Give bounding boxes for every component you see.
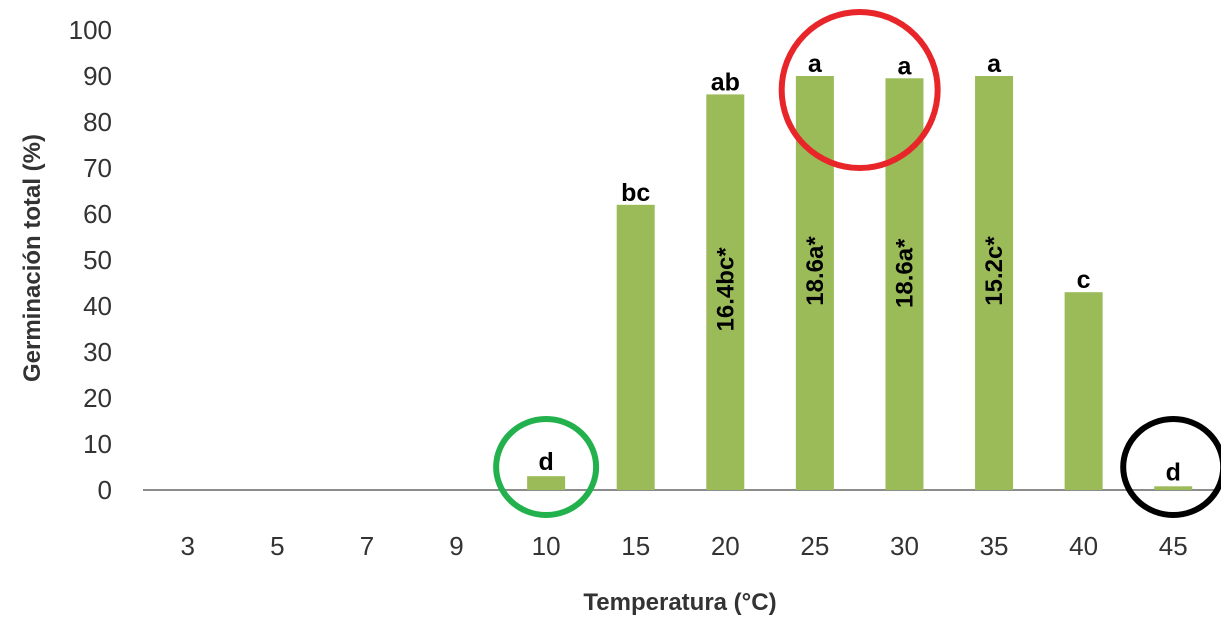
y-tick-label: 10 bbox=[83, 429, 112, 459]
bar-significance-label: ab bbox=[711, 68, 740, 96]
bar-significance-label: a bbox=[808, 50, 823, 78]
y-tick-label: 80 bbox=[83, 107, 112, 137]
y-tick-label: 0 bbox=[98, 475, 112, 505]
y-tick-label: 20 bbox=[83, 383, 112, 413]
highlight-circles bbox=[493, 9, 1221, 518]
x-tick-label: 10 bbox=[532, 531, 561, 561]
bar-inner-label: 15.2c* bbox=[981, 236, 1008, 306]
y-tick-label: 100 bbox=[69, 15, 112, 45]
black-circle bbox=[1120, 416, 1221, 518]
bar-inner-label: 16.4bc* bbox=[712, 247, 739, 332]
bar bbox=[1064, 292, 1103, 490]
bar-significance-label: d bbox=[1166, 458, 1181, 486]
bar bbox=[1154, 486, 1193, 490]
x-axis-ticks: 3 5 7 9 10 15 20 25 30 35 40 45 bbox=[181, 531, 1188, 561]
x-tick-label: 20 bbox=[711, 531, 740, 561]
y-tick-label: 70 bbox=[83, 153, 112, 183]
bar-inner-label: 18.6a* bbox=[891, 238, 918, 308]
y-tick-label: 90 bbox=[83, 61, 112, 91]
bar bbox=[616, 204, 655, 491]
y-axis-title: Germinación total (%) bbox=[19, 134, 46, 382]
x-tick-label: 7 bbox=[360, 531, 374, 561]
x-tick-label: 30 bbox=[890, 531, 919, 561]
x-tick-label: 35 bbox=[980, 531, 1009, 561]
bar-significance-label: bc bbox=[621, 179, 650, 207]
bar-significance-label: a bbox=[987, 50, 1002, 78]
bar bbox=[706, 94, 745, 491]
red-circle bbox=[778, 9, 941, 171]
bar-significance-label: d bbox=[538, 448, 553, 476]
y-axis-ticks: 0 10 20 30 40 50 60 70 80 90 100 bbox=[69, 15, 112, 505]
green-circle bbox=[493, 416, 600, 518]
y-tick-label: 50 bbox=[83, 245, 112, 275]
x-tick-label: 15 bbox=[621, 531, 650, 561]
bar bbox=[527, 476, 566, 490]
x-tick-label: 25 bbox=[800, 531, 829, 561]
x-tick-label: 9 bbox=[449, 531, 463, 561]
bar bbox=[975, 76, 1014, 490]
y-tick-label: 60 bbox=[83, 199, 112, 229]
y-tick-label: 30 bbox=[83, 337, 112, 367]
x-tick-label: 40 bbox=[1069, 531, 1098, 561]
bar-significance-label: a bbox=[898, 52, 913, 80]
bar-inner-label: 18.6a* bbox=[802, 236, 829, 306]
x-tick-label: 5 bbox=[270, 531, 284, 561]
bar-significance-label: c bbox=[1077, 266, 1091, 294]
x-tick-label: 45 bbox=[1159, 531, 1188, 561]
y-tick-label: 40 bbox=[83, 291, 112, 321]
x-tick-label: 3 bbox=[181, 531, 195, 561]
bars: d bc ab 16.4bc* a 18.6a* a 18.6a* a 15.2c* c d bbox=[527, 50, 1193, 491]
x-axis-title: Temperatura (°C) bbox=[583, 589, 776, 616]
